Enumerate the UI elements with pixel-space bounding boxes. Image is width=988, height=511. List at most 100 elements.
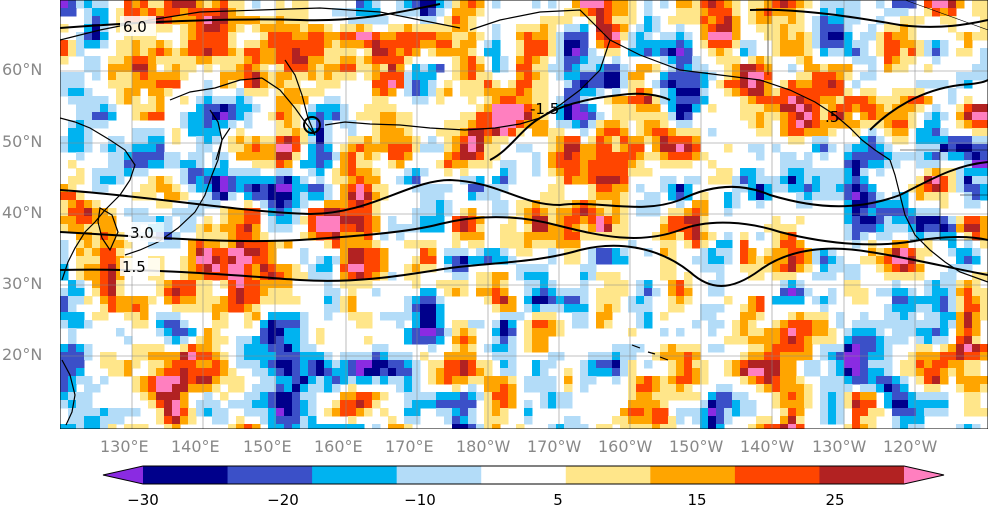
anomaly-cell <box>172 296 181 305</box>
anomaly-cell <box>316 208 325 217</box>
anomaly-cell <box>780 408 789 417</box>
anomaly-cell <box>452 344 461 353</box>
anomaly-cell <box>148 88 157 97</box>
anomaly-cell <box>188 256 197 265</box>
anomaly-cell <box>236 64 245 73</box>
anomaly-cell <box>540 368 549 377</box>
anomaly-cell <box>948 272 957 281</box>
anomaly-cell <box>236 360 245 369</box>
anomaly-cell <box>164 88 173 97</box>
anomaly-cell <box>900 248 909 257</box>
anomaly-cell <box>364 112 373 121</box>
anomaly-cell <box>556 240 565 249</box>
anomaly-cell <box>276 344 285 353</box>
anomaly-cell <box>460 80 469 89</box>
anomaly-cell <box>900 48 909 57</box>
anomaly-cell <box>76 248 85 257</box>
anomaly-cell <box>196 96 205 105</box>
anomaly-cell <box>772 88 781 97</box>
anomaly-cell <box>228 112 237 121</box>
anomaly-cell <box>460 120 469 129</box>
anomaly-cell <box>836 368 845 377</box>
anomaly-cell <box>876 112 885 121</box>
anomaly-cell <box>844 384 853 393</box>
anomaly-cell <box>548 312 557 321</box>
anomaly-cell <box>404 416 413 425</box>
anomaly-cell <box>700 256 709 265</box>
anomaly-cell <box>212 176 221 185</box>
anomaly-cell <box>676 288 685 297</box>
anomaly-cell <box>420 168 429 177</box>
anomaly-cell <box>220 416 229 425</box>
anomaly-cell <box>900 192 909 201</box>
anomaly-cell <box>372 200 381 209</box>
anomaly-cell <box>332 232 341 241</box>
anomaly-cell <box>108 216 117 225</box>
anomaly-cell <box>204 256 213 265</box>
anomaly-cell <box>540 384 549 393</box>
anomaly-cell <box>972 296 981 305</box>
anomaly-cell <box>548 216 557 225</box>
anomaly-cell <box>452 24 461 33</box>
anomaly-cell <box>348 8 357 17</box>
anomaly-cell <box>828 144 837 153</box>
lat-label-50: 50°N <box>2 132 43 151</box>
anomaly-cell <box>260 240 269 249</box>
anomaly-cell <box>748 112 757 121</box>
anomaly-cell <box>284 216 293 225</box>
anomaly-cell <box>84 376 93 385</box>
anomaly-cell <box>300 320 309 329</box>
anomaly-cell <box>972 400 981 409</box>
anomaly-cell <box>116 152 125 161</box>
anomaly-cell <box>252 152 261 161</box>
anomaly-cell <box>180 176 189 185</box>
anomaly-cell <box>468 408 477 417</box>
anomaly-cell <box>604 256 613 265</box>
anomaly-cell <box>468 112 477 121</box>
anomaly-cell <box>980 120 988 129</box>
anomaly-cell <box>316 256 325 265</box>
anomaly-cell <box>892 272 901 281</box>
anomaly-cell <box>740 176 749 185</box>
anomaly-cell <box>940 336 949 345</box>
anomaly-cell <box>900 56 909 65</box>
anomaly-cell <box>460 48 469 57</box>
lon-label-130w: 130°W <box>812 437 867 456</box>
anomaly-cell <box>612 104 621 113</box>
anomaly-cell <box>452 424 461 429</box>
anomaly-cell <box>676 32 685 41</box>
anomaly-cell <box>524 416 533 425</box>
anomaly-cell <box>108 304 117 313</box>
anomaly-cell <box>604 8 613 17</box>
anomaly-cell <box>228 192 237 201</box>
anomaly-cell <box>684 360 693 369</box>
anomaly-cell <box>572 64 581 73</box>
anomaly-cell <box>84 240 93 249</box>
anomaly-cell <box>524 112 533 121</box>
anomaly-cell <box>92 104 101 113</box>
anomaly-cell <box>588 48 597 57</box>
anomaly-cell <box>964 392 973 401</box>
lat-label-30: 30°N <box>2 274 43 293</box>
anomaly-cell <box>92 72 101 81</box>
anomaly-cell <box>516 232 525 241</box>
anomaly-cell <box>828 24 837 33</box>
anomaly-cell <box>932 168 941 177</box>
anomaly-cell <box>964 200 973 209</box>
anomaly-cell <box>956 48 965 57</box>
anomaly-cell <box>740 40 749 49</box>
anomaly-cell <box>164 360 173 369</box>
anomaly-cell <box>100 0 109 9</box>
anomaly-cell <box>132 72 141 81</box>
anomaly-cell <box>108 152 117 161</box>
anomaly-cell <box>428 48 437 57</box>
anomaly-cell <box>756 368 765 377</box>
anomaly-cell <box>796 320 805 329</box>
anomaly-cell <box>276 312 285 321</box>
anomaly-cell <box>820 272 829 281</box>
anomaly-cell <box>604 136 613 145</box>
anomaly-cell <box>516 64 525 73</box>
anomaly-cell <box>740 80 749 89</box>
anomaly-cell <box>732 400 741 409</box>
anomaly-cell <box>844 344 853 353</box>
